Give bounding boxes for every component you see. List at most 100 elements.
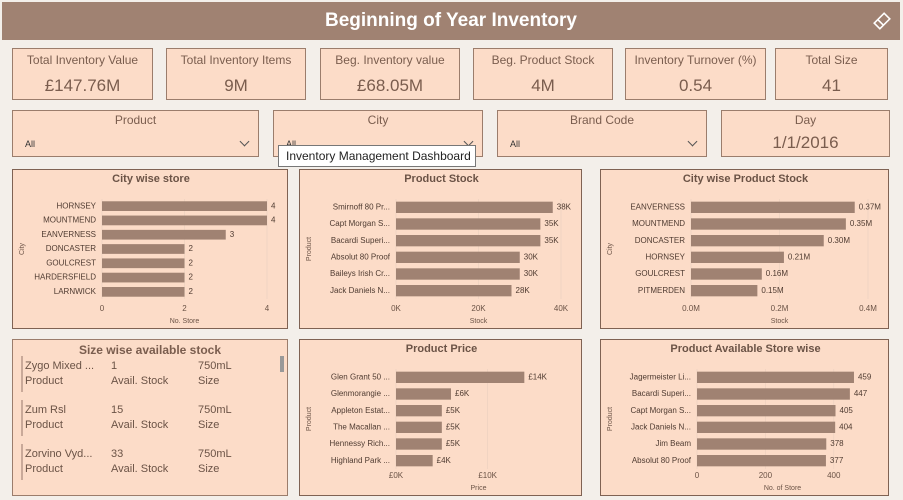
bar xyxy=(691,251,784,263)
value-label: 2 xyxy=(189,273,194,282)
column-label: Product xyxy=(25,375,63,387)
y-axis-title: City xyxy=(19,242,26,255)
kpi-value: £68.05M xyxy=(356,76,424,95)
slicer-value: All xyxy=(510,139,521,149)
table-cell: 750mL xyxy=(198,404,232,416)
bar xyxy=(691,201,855,213)
category-label: GOULCREST xyxy=(635,269,685,278)
slicer[interactable]: Product All xyxy=(12,110,259,157)
value-label: 0.35M xyxy=(850,219,873,228)
column-label: Product xyxy=(25,419,63,431)
x-tick-label: 0.2M xyxy=(771,304,789,313)
bar xyxy=(396,388,451,400)
category-label: Capt Morgan S... xyxy=(631,406,691,415)
table-cell: 33 xyxy=(111,448,124,460)
category-label: Glenmorangie ... xyxy=(331,389,390,398)
value-label: 377 xyxy=(830,456,844,465)
value-label: £5K xyxy=(446,439,461,448)
value-label: 30K xyxy=(524,252,539,261)
eraser-icon[interactable] xyxy=(872,11,892,31)
category-label: The Macallan ... xyxy=(333,422,390,431)
chart-card: Product Price £0K £10K Glen Grant 50 ... £14… xyxy=(299,339,582,496)
category-label: DONCASTER xyxy=(635,236,685,245)
kpi-card: Total Inventory Value £147.76M xyxy=(12,48,153,100)
bar xyxy=(102,201,267,211)
category-label: GOULCREST xyxy=(46,258,96,267)
bar xyxy=(396,438,442,450)
slicer[interactable]: Day 1/1/2016 xyxy=(721,110,890,157)
bar xyxy=(396,371,525,383)
kpi-label: Total Inventory Items xyxy=(180,53,292,67)
title: Beginning of Year Inventory xyxy=(325,10,577,31)
column-label: Avail. Stock xyxy=(111,463,169,475)
table-cell: 750mL xyxy=(198,448,232,460)
chart-title: City wise store xyxy=(112,173,190,185)
value-label: 0.16M xyxy=(766,269,789,278)
tooltip: Inventory Management Dashboard xyxy=(278,145,476,167)
row-divider xyxy=(21,444,23,480)
category-label: Hennessy Rich... xyxy=(330,439,390,448)
kpi-value: £147.76M xyxy=(44,76,121,95)
x-tick-label: 0 xyxy=(100,304,105,313)
column-label: Avail. Stock xyxy=(111,375,169,387)
value-label: £5K xyxy=(446,406,461,415)
bar xyxy=(691,218,846,230)
table-cell: 1 xyxy=(111,360,118,372)
bar xyxy=(396,218,541,230)
table-cell: Zygo Mixed ... xyxy=(25,360,95,372)
x-tick-label: 0K xyxy=(391,304,401,313)
bar xyxy=(697,421,836,433)
category-label: MOUNTMEND xyxy=(43,216,96,225)
chart-card: City wise store 0 2 4 HORNSEY 4 MOUNTMEND 4 EANV… xyxy=(12,169,288,329)
kpi-label: Total Inventory Value xyxy=(26,53,139,67)
category-label: MOUNTMEND xyxy=(632,219,685,228)
bar xyxy=(697,405,836,417)
category-label: HORNSEY xyxy=(645,252,685,261)
size-table-card: Size wise available stock Zygo Mixed ...… xyxy=(12,339,288,496)
header: Beginning of Year Inventory xyxy=(2,2,900,40)
value-label: 0.30M xyxy=(828,236,851,245)
value-label: 4 xyxy=(271,201,276,210)
scrollbar[interactable] xyxy=(280,356,284,372)
kpi-label: Inventory Turnover (%) xyxy=(634,53,757,67)
category-label: Jim Beam xyxy=(655,439,691,448)
table-cell: 750mL xyxy=(198,360,232,372)
value-label: 35K xyxy=(544,219,559,228)
bar xyxy=(697,371,854,383)
kpi-label: Total Size xyxy=(805,53,858,67)
x-tick-label: 0.4M xyxy=(859,304,877,313)
bar xyxy=(102,287,185,297)
slicer-label: City xyxy=(367,113,389,127)
row-divider xyxy=(21,356,23,392)
x-axis-title: Price xyxy=(471,485,487,492)
x-tick-label: 20K xyxy=(471,304,486,313)
slicer[interactable]: Brand Code All xyxy=(497,110,707,157)
y-axis-title: Product xyxy=(306,237,313,261)
kpi-card: Beg. Inventory value £68.05M xyxy=(320,48,460,100)
x-axis-title: No. Store xyxy=(170,318,200,325)
bar xyxy=(691,235,824,247)
x-tick-label: 200 xyxy=(759,471,773,480)
bar xyxy=(697,455,826,467)
category-label: Baileys Irish Cr... xyxy=(330,269,390,278)
y-axis-title: Product xyxy=(607,407,614,431)
value-label: 28K xyxy=(516,286,531,295)
chart-card: City wise Product Stock 0.0M 0.2M 0.4M EANVE… xyxy=(600,169,889,329)
bar xyxy=(102,229,226,240)
category-label: Capt Morgan S... xyxy=(330,219,390,228)
kpi-label: Beg. Inventory value xyxy=(335,53,445,67)
category-label: Jack Daniels N... xyxy=(330,286,390,295)
value-label: 0.15M xyxy=(761,286,784,295)
column-label: Size xyxy=(198,463,220,475)
chart-title: Product Available Store wise xyxy=(670,343,820,355)
kpi-value: 41 xyxy=(822,76,841,95)
category-label: Absolut 80 Proof xyxy=(331,252,391,261)
bar xyxy=(102,258,185,269)
kpi-value: 9M xyxy=(224,76,248,95)
chart-title: Product Price xyxy=(406,343,478,355)
bar xyxy=(396,421,442,433)
x-tick-label: £10K xyxy=(478,471,497,480)
slicer-value: All xyxy=(25,139,36,149)
kpi-label: Beg. Product Stock xyxy=(491,53,595,67)
